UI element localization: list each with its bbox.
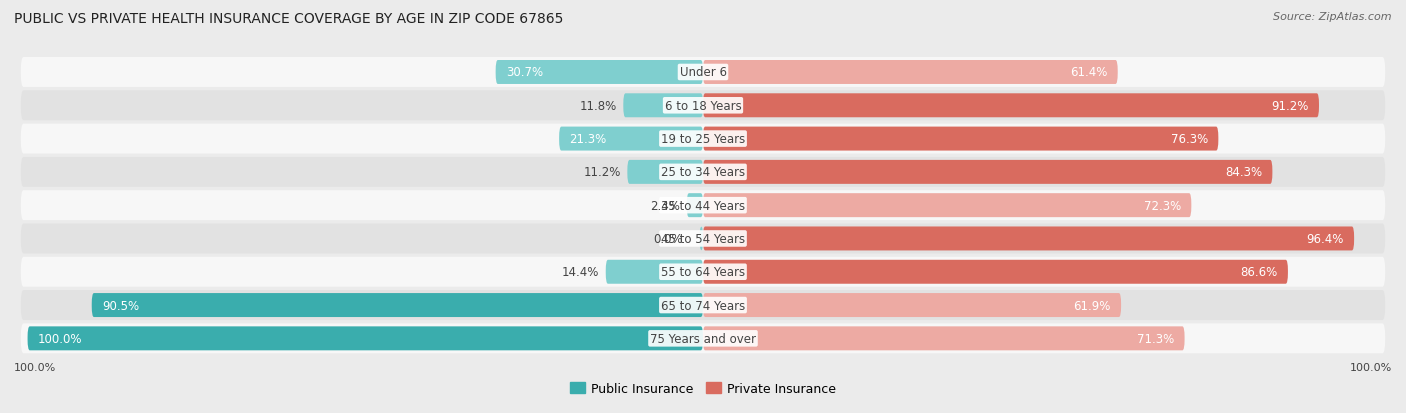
Text: 65 to 74 Years: 65 to 74 Years — [661, 299, 745, 312]
FancyBboxPatch shape — [21, 290, 1385, 320]
Text: 35 to 44 Years: 35 to 44 Years — [661, 199, 745, 212]
Text: 25 to 34 Years: 25 to 34 Years — [661, 166, 745, 179]
Text: 21.3%: 21.3% — [569, 133, 606, 146]
Text: 75 Years and over: 75 Years and over — [650, 332, 756, 345]
Text: 61.4%: 61.4% — [1070, 66, 1108, 79]
FancyBboxPatch shape — [623, 94, 703, 118]
FancyBboxPatch shape — [28, 327, 703, 351]
FancyBboxPatch shape — [496, 61, 703, 85]
Text: 96.4%: 96.4% — [1306, 233, 1344, 245]
Text: 61.9%: 61.9% — [1074, 299, 1111, 312]
Text: 71.3%: 71.3% — [1137, 332, 1174, 345]
FancyBboxPatch shape — [703, 327, 1185, 351]
FancyBboxPatch shape — [21, 157, 1385, 188]
FancyBboxPatch shape — [606, 260, 703, 284]
Text: 55 to 64 Years: 55 to 64 Years — [661, 266, 745, 279]
FancyBboxPatch shape — [686, 194, 703, 218]
FancyBboxPatch shape — [21, 58, 1385, 88]
Text: Under 6: Under 6 — [679, 66, 727, 79]
FancyBboxPatch shape — [703, 293, 1121, 317]
FancyBboxPatch shape — [21, 191, 1385, 221]
FancyBboxPatch shape — [703, 161, 1272, 185]
FancyBboxPatch shape — [703, 227, 1354, 251]
Text: 100.0%: 100.0% — [1350, 363, 1392, 373]
Text: 76.3%: 76.3% — [1171, 133, 1208, 146]
Legend: Public Insurance, Private Insurance: Public Insurance, Private Insurance — [569, 382, 837, 395]
Text: 45 to 54 Years: 45 to 54 Years — [661, 233, 745, 245]
FancyBboxPatch shape — [21, 124, 1385, 154]
FancyBboxPatch shape — [21, 91, 1385, 121]
FancyBboxPatch shape — [703, 194, 1191, 218]
FancyBboxPatch shape — [703, 127, 1219, 151]
Text: 30.7%: 30.7% — [506, 66, 543, 79]
Text: PUBLIC VS PRIVATE HEALTH INSURANCE COVERAGE BY AGE IN ZIP CODE 67865: PUBLIC VS PRIVATE HEALTH INSURANCE COVER… — [14, 12, 564, 26]
FancyBboxPatch shape — [560, 127, 703, 151]
Text: Source: ZipAtlas.com: Source: ZipAtlas.com — [1274, 12, 1392, 22]
FancyBboxPatch shape — [703, 94, 1319, 118]
Text: 6 to 18 Years: 6 to 18 Years — [665, 100, 741, 112]
Text: 86.6%: 86.6% — [1240, 266, 1278, 279]
Text: 19 to 25 Years: 19 to 25 Years — [661, 133, 745, 146]
FancyBboxPatch shape — [627, 161, 703, 185]
FancyBboxPatch shape — [700, 227, 703, 251]
FancyBboxPatch shape — [21, 224, 1385, 254]
FancyBboxPatch shape — [703, 260, 1288, 284]
Text: 100.0%: 100.0% — [14, 363, 56, 373]
FancyBboxPatch shape — [21, 257, 1385, 287]
Text: 11.8%: 11.8% — [579, 100, 617, 112]
FancyBboxPatch shape — [21, 323, 1385, 354]
Text: 2.4%: 2.4% — [650, 199, 681, 212]
Text: 72.3%: 72.3% — [1144, 199, 1181, 212]
Text: 14.4%: 14.4% — [561, 266, 599, 279]
Text: 91.2%: 91.2% — [1271, 100, 1309, 112]
FancyBboxPatch shape — [703, 61, 1118, 85]
FancyBboxPatch shape — [91, 293, 703, 317]
Text: 0.0%: 0.0% — [654, 233, 683, 245]
Text: 100.0%: 100.0% — [38, 332, 82, 345]
Text: 84.3%: 84.3% — [1225, 166, 1263, 179]
Text: 90.5%: 90.5% — [101, 299, 139, 312]
Text: 11.2%: 11.2% — [583, 166, 620, 179]
